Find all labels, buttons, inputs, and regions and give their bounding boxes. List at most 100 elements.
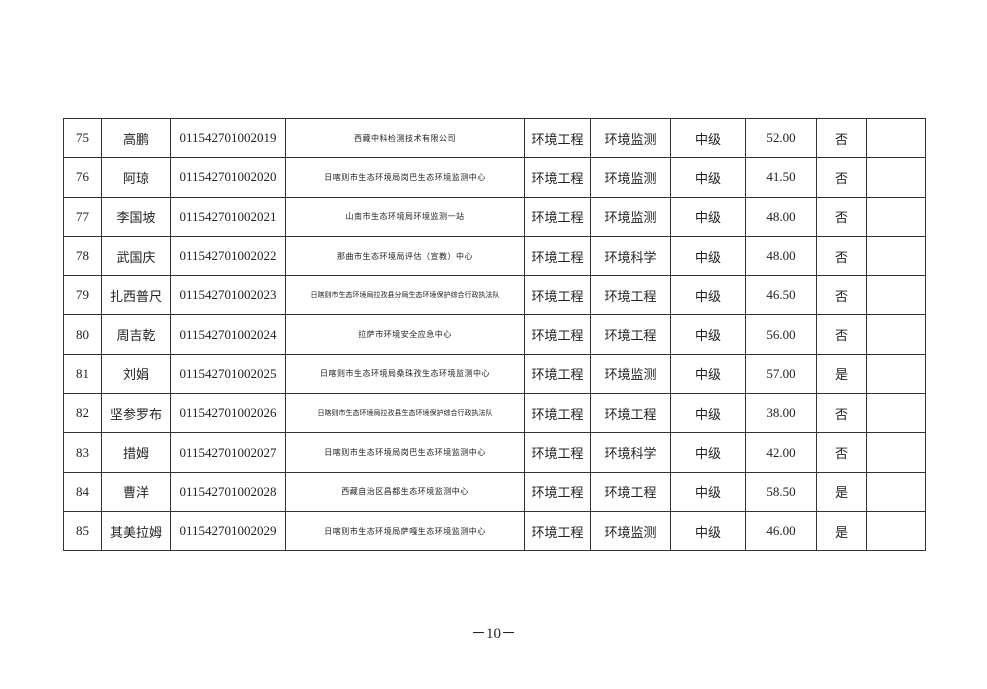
cell-level: 中级: [670, 432, 746, 473]
cell-score: 48.00: [745, 235, 817, 277]
cell-field: 环境科学: [590, 432, 671, 473]
cell-score: 58.50: [745, 471, 817, 512]
cell-level: 中级: [670, 471, 746, 512]
cell-level: 中级: [670, 157, 746, 198]
page-number: －10－: [470, 626, 516, 642]
cell-note: [866, 471, 926, 512]
cell-no: 84: [63, 471, 102, 512]
cell-major: 环境工程: [524, 353, 591, 395]
cell-id: 011542701002022: [170, 235, 286, 277]
cell-major: 环境工程: [524, 471, 591, 512]
cell-no: 77: [63, 196, 102, 237]
cell-name: 刘娟: [101, 353, 171, 395]
cell-id: 011542701002029: [170, 510, 286, 552]
cell-flag: 否: [816, 196, 867, 237]
cell-name: 李国坡: [101, 196, 171, 237]
table-row: 81 刘娟 011542701002025 日喀则市生态环境局桑珠孜生态环境监测中心环…: [63, 353, 926, 395]
cell-field: 环境监测: [590, 510, 671, 552]
cell-org: 日喀则市生态环境局萨嘎生态环境监测中心: [285, 510, 525, 552]
cell-level: 中级: [670, 353, 746, 395]
cell-level: 中级: [670, 510, 746, 552]
cell-name: 阿琼: [101, 157, 171, 198]
cell-field: 环境科学: [590, 235, 671, 277]
table-row: 79 扎西普尺 011542701002023 日喀则市生态环境局拉孜县分局生态环境保…: [63, 275, 926, 316]
cell-level: 中级: [670, 196, 746, 237]
cell-id: 011542701002023: [170, 275, 286, 316]
cell-flag: 否: [816, 314, 867, 355]
cell-id: 011542701002025: [170, 353, 286, 395]
cell-flag: 否: [816, 432, 867, 473]
cell-major: 环境工程: [524, 196, 591, 237]
cell-field: 环境监测: [590, 353, 671, 395]
cell-name: 其美拉姆: [101, 510, 171, 552]
cell-field: 环境监测: [590, 157, 671, 198]
table-row: 85 其美拉姆 011542701002029 日喀则市生态环境局萨嘎生态环境监测中心…: [63, 510, 926, 552]
cell-score: 56.00: [745, 314, 817, 355]
cell-name: 武国庆: [101, 235, 171, 277]
cell-flag: 是: [816, 510, 867, 552]
cell-org: 西藏自治区昌都生态环境监测中心: [285, 471, 525, 512]
cell-field: 环境工程: [590, 471, 671, 512]
cell-note: [866, 117, 926, 159]
cell-id: 011542701002019: [170, 117, 286, 159]
table-row: 77 李国坡 011542701002021 山南市生态环境局环境监测一站 环境工程 环境…: [63, 196, 926, 237]
cell-name: 扎西普尺: [101, 275, 171, 316]
table-row: 78 武国庆 011542701002022 那曲市生态环境局评估（宣教）中心 环境工程…: [63, 235, 926, 277]
cell-field: 环境监测: [590, 117, 671, 159]
cell-note: [866, 196, 926, 237]
cell-no: 78: [63, 235, 102, 277]
cell-name: 周吉乾: [101, 314, 171, 355]
cell-level: 中级: [670, 393, 746, 434]
cell-id: 011542701002020: [170, 157, 286, 198]
cell-no: 81: [63, 353, 102, 395]
cell-note: [866, 393, 926, 434]
cell-major: 环境工程: [524, 314, 591, 355]
cell-name: 高鹏: [101, 117, 171, 159]
table-row: 83 措姆 011542701002027 日喀则市生态环境局岗巴生态环境监测中心 环境…: [63, 432, 926, 473]
cell-field: 环境工程: [590, 393, 671, 434]
cell-field: 环境工程: [590, 314, 671, 355]
cell-no: 79: [63, 275, 102, 316]
cell-level: 中级: [670, 117, 746, 159]
cell-no: 82: [63, 393, 102, 434]
cell-major: 环境工程: [524, 432, 591, 473]
cell-id: 011542701002026: [170, 393, 286, 434]
cell-flag: 是: [816, 471, 867, 512]
table-row: 76 阿琼 011542701002020 日喀则市生态环境局岗巴生态环境监测中心 环境…: [63, 157, 926, 198]
cell-flag: 否: [816, 157, 867, 198]
cell-org: 日喀则市生态环境局岗巴生态环境监测中心: [285, 157, 525, 198]
cell-no: 75: [63, 117, 102, 159]
cell-major: 环境工程: [524, 393, 591, 434]
cell-level: 中级: [670, 314, 746, 355]
cell-flag: 否: [816, 393, 867, 434]
cell-name: 措姆: [101, 432, 171, 473]
cell-org: 那曲市生态环境局评估（宣教）中心: [285, 235, 525, 277]
cell-note: [866, 235, 926, 277]
cell-field: 环境工程: [590, 275, 671, 316]
cell-id: 011542701002024: [170, 314, 286, 355]
cell-org: 日喀则市生态环境局岗巴生态环境监测中心: [285, 432, 525, 473]
cell-note: [866, 275, 926, 316]
cell-org: 日喀则市生态环境局桑珠孜生态环境监测中心: [285, 353, 525, 395]
table-row: 84 曹洋 011542701002028 西藏自治区昌都生态环境监测中心 环境工程 环境…: [63, 471, 926, 512]
cell-name: 曹洋: [101, 471, 171, 512]
results-table: 75 高鹏 011542701002019 西藏中科检测技术有限公司 环境工程 环境监测中…: [63, 117, 926, 552]
cell-score: 42.00: [745, 432, 817, 473]
cell-id: 011542701002027: [170, 432, 286, 473]
cell-flag: 否: [816, 235, 867, 277]
cell-org: 拉萨市环境安全应急中心: [285, 314, 525, 355]
cell-level: 中级: [670, 235, 746, 277]
cell-note: [866, 157, 926, 198]
cell-no: 83: [63, 432, 102, 473]
cell-note: [866, 353, 926, 395]
cell-org: 日喀则市生态环境局拉孜县分局生态环境保护综合行政执法队: [285, 275, 525, 316]
cell-major: 环境工程: [524, 117, 591, 159]
cell-note: [866, 314, 926, 355]
cell-id: 011542701002028: [170, 471, 286, 512]
cell-major: 环境工程: [524, 157, 591, 198]
cell-score: 46.00: [745, 510, 817, 552]
cell-note: [866, 510, 926, 552]
cell-no: 85: [63, 510, 102, 552]
cell-major: 环境工程: [524, 510, 591, 552]
cell-score: 48.00: [745, 196, 817, 237]
